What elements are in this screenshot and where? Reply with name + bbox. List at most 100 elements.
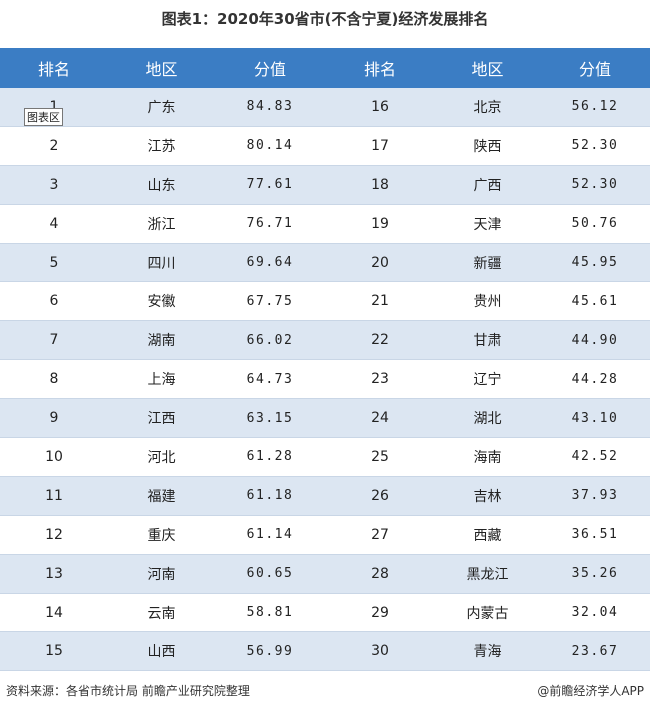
table-cell: 20	[371, 254, 389, 271]
table-cell: 天津	[473, 216, 502, 233]
table-cell: 37.93	[571, 488, 619, 504]
table-row: 1 广东 84.83 16 北京 56.12	[0, 88, 650, 127]
table-row: 15 山西 56.99 30 青海 23.67	[0, 632, 650, 672]
table-cell: 7	[49, 332, 59, 349]
table-row: 2 江苏 80.14 17 陕西 52.30	[0, 127, 650, 166]
table-cell: 广东	[147, 99, 176, 116]
table-cell: 23	[371, 371, 389, 388]
header-cell: 排名	[363, 60, 396, 79]
title: 图表1：2020年30省市(不含宁夏)经济发展排名	[161, 10, 489, 28]
table-cell: 52.30	[571, 177, 619, 193]
table-cell: 福建	[147, 488, 176, 505]
table-cell: 3	[49, 176, 59, 193]
table-cell: 14	[45, 604, 63, 621]
table-cell: 新疆	[473, 255, 502, 272]
table-cell: 安徽	[147, 294, 176, 311]
table-cell: 60.65	[246, 566, 294, 582]
table-cell: 浙江	[147, 216, 176, 233]
table-row: 3 山东 77.61 18 广西 52.30	[0, 165, 650, 205]
table-row: 6 安徽 67.75 21 贵州 45.61	[0, 282, 650, 322]
table-cell: 辽宁	[473, 372, 502, 389]
table-cell: 2	[49, 137, 59, 154]
table-cell: 黑龙江	[466, 566, 509, 583]
table-cell: 19	[371, 215, 389, 232]
table-row: 14 云南 58.81 29 内蒙古 32.04	[0, 594, 650, 633]
table-cell: 45.95	[571, 255, 619, 270]
table-cell: 江苏	[147, 138, 176, 155]
table-cell: 重庆	[147, 527, 176, 544]
table-cell: 35.26	[571, 566, 619, 582]
table-cell: 25	[371, 448, 389, 465]
header-cell: 地区	[471, 60, 504, 79]
table-row: 10 河北 61.28 25 海南 42.52	[0, 438, 650, 477]
table-cell: 24	[371, 410, 389, 427]
table-row: 5 四川 69.64 20 新疆 45.95	[0, 243, 650, 283]
table-cell: 贵州	[473, 294, 502, 311]
table-cell: 43.10	[571, 410, 619, 426]
table-cell: 西藏	[473, 527, 502, 544]
table-cell: 21	[371, 293, 389, 310]
table-cell: 广西	[473, 177, 502, 194]
table-cell: 76.71	[246, 216, 294, 232]
header-row: 排名 地区 分值 排名 地区 分值	[0, 48, 650, 88]
table-cell: 11	[45, 487, 63, 504]
table-cell: 湖南	[147, 333, 176, 350]
table-cell: 8	[49, 371, 59, 388]
table-cell: 甘肃	[473, 333, 502, 350]
table-cell: 45.61	[571, 293, 619, 309]
table-cell: 吉林	[473, 488, 502, 505]
table: 排名 地区 分值 排名 地区 分值 1 广东 84.83 16 北京 56.12 2 江苏 80.14 17 陕…	[0, 48, 650, 672]
table-cell: 26	[371, 487, 389, 504]
table-cell: 河北	[147, 449, 176, 466]
table-cell: 12	[45, 526, 63, 543]
table-cell: 23.67	[571, 643, 619, 659]
table-row: 11 福建 61.18 26 吉林 37.93	[0, 476, 650, 516]
table-cell: 17	[371, 137, 389, 154]
table-cell: 云南	[147, 605, 176, 622]
table-row: 7 湖南 66.02 22 甘肃 44.90	[0, 321, 650, 361]
header-cell: 分值	[578, 60, 611, 79]
table-cell: 10	[45, 448, 63, 465]
table-cell: 56.12	[571, 99, 619, 115]
table-cell: 河南	[147, 566, 176, 583]
table-cell: 上海	[147, 372, 176, 389]
table-cell: 内蒙古	[466, 605, 509, 622]
table-cell: 山西	[147, 644, 176, 661]
table-row: 9 江西 63.15 24 湖北 43.10	[0, 399, 650, 439]
table-cell: 84.83	[246, 99, 294, 115]
table-row: 13 河南 60.65 28 黑龙江 35.26	[0, 554, 650, 594]
table-cell: 77.61	[246, 177, 294, 193]
table-cell: 北京	[473, 99, 502, 116]
table-cell: 山东	[147, 177, 176, 194]
tooltip: 图表区	[24, 108, 63, 126]
header-cell: 地区	[145, 60, 178, 79]
table-cell: 4	[49, 215, 59, 232]
table-cell: 29	[371, 604, 389, 621]
table-cell: 青海	[473, 644, 502, 661]
table-cell: 湖北	[473, 411, 502, 428]
table-cell: 69.64	[246, 255, 294, 270]
table-cell: 四川	[147, 255, 176, 272]
table-cell: 66.02	[246, 332, 294, 348]
table-row: 12 重庆 61.14 27 西藏 36.51	[0, 516, 650, 555]
table-cell: 64.73	[246, 371, 294, 387]
table-cell: 30	[371, 643, 389, 660]
table-cell: 80.14	[246, 138, 294, 154]
credit: @前瞻经济学人APP	[537, 684, 644, 698]
table-cell: 58.81	[246, 605, 294, 621]
table-cell: 36.51	[571, 527, 619, 543]
table-cell: 67.75	[246, 293, 294, 309]
table-cell: 13	[45, 565, 63, 582]
table-cell: 5	[49, 254, 59, 271]
source-note: 资料来源：各省市统计局 前瞻产业研究院整理	[6, 684, 250, 698]
table-row: 4 浙江 76.71 19 天津 50.76	[0, 205, 650, 244]
table-cell: 22	[371, 332, 389, 349]
table-cell: 42.52	[571, 449, 619, 465]
table-cell: 江西	[147, 411, 176, 428]
table-cell: 56.99	[246, 643, 294, 659]
table-cell: 63.15	[246, 410, 294, 426]
table-row: 8 上海 64.73 23 辽宁 44.28	[0, 360, 650, 400]
table-cell: 9	[49, 410, 59, 427]
table-cell: 16	[371, 98, 389, 115]
